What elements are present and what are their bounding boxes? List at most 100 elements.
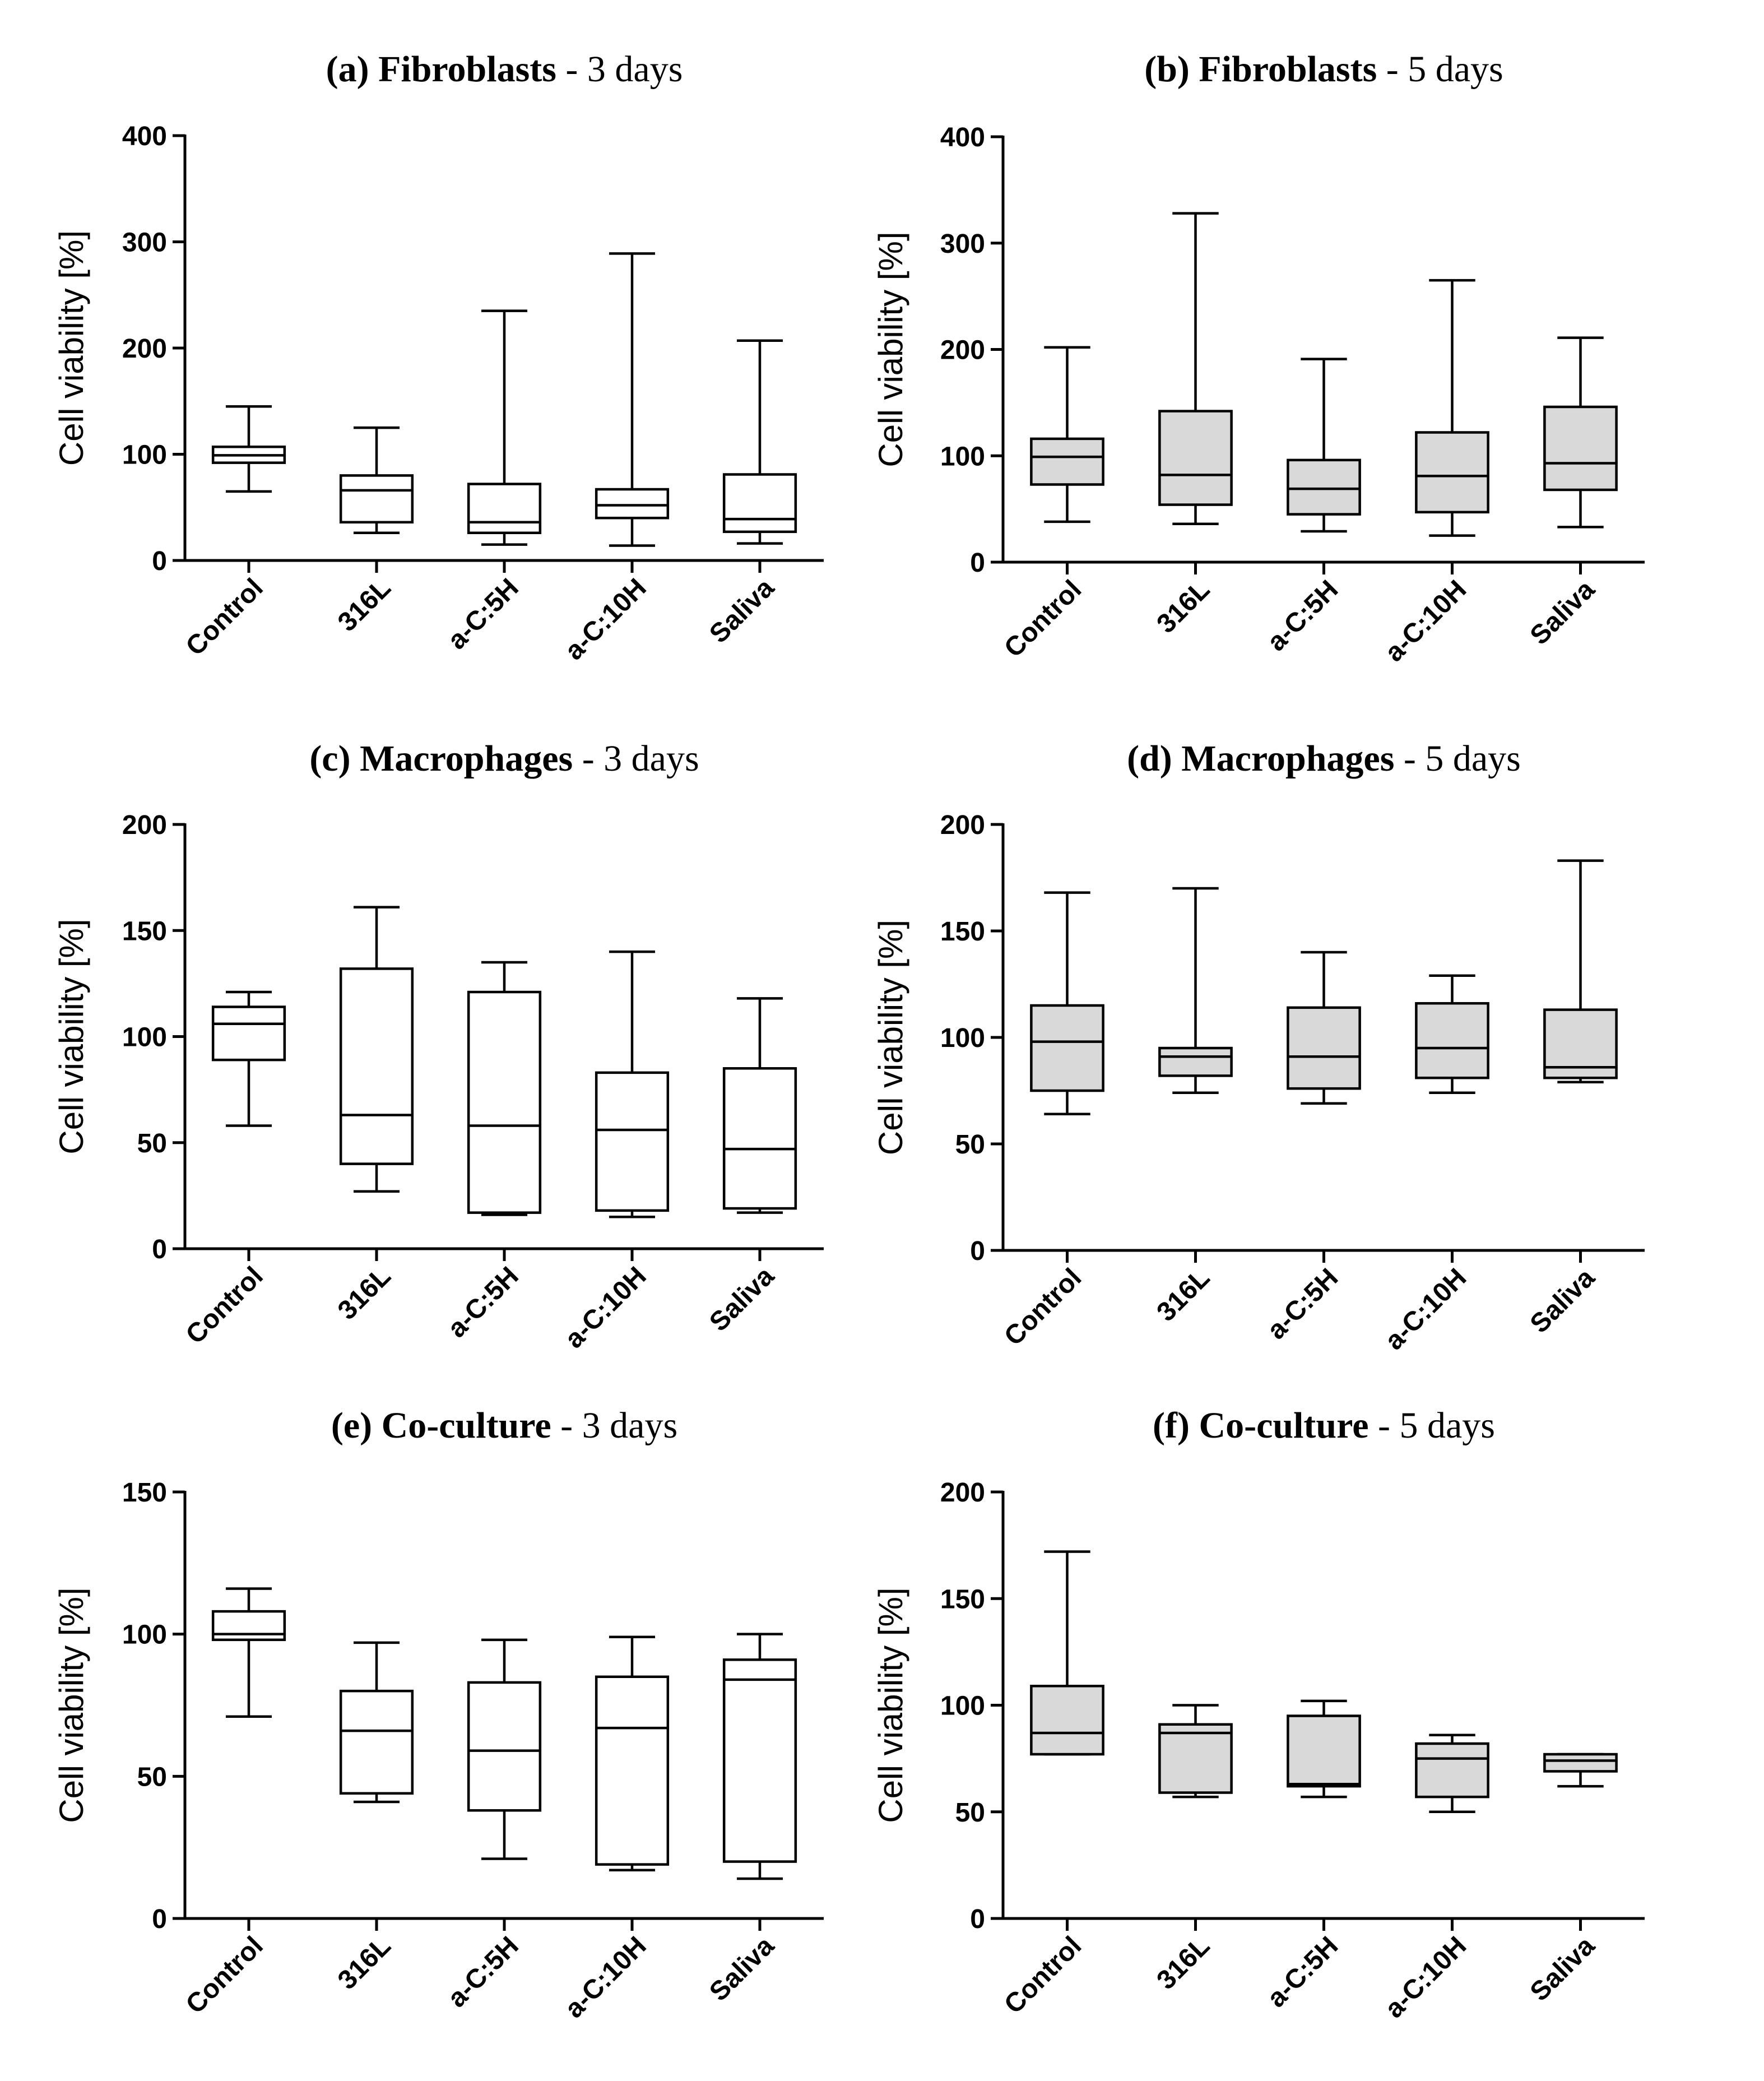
- x-category-label: Control: [999, 574, 1087, 663]
- box-iqr: [1287, 458, 1361, 516]
- box-iqr: [1543, 405, 1618, 492]
- y-axis-title: Cell viability [%]: [872, 231, 909, 467]
- title-suffix: - 5 days: [1377, 49, 1503, 90]
- title-bold: Fibroblasts: [1199, 49, 1377, 90]
- x-category-label: a-C:5H: [442, 1261, 524, 1343]
- box-iqr: [722, 1658, 797, 1863]
- x-category-label: Saliva: [704, 1261, 780, 1337]
- title-bold: Co-culture: [1199, 1405, 1368, 1446]
- x-category-label: a-C:5H: [1261, 1931, 1344, 2013]
- box-iqr: [467, 483, 542, 534]
- box-iqr: [1030, 437, 1104, 486]
- x-category-label: Control: [180, 1261, 269, 1350]
- title-bold: Fibroblasts: [378, 49, 556, 90]
- y-tick-label: 100: [940, 442, 985, 471]
- title-prefix: (b): [1144, 49, 1199, 90]
- chart-panel-4: (e) Co-culture - 3 days Cell viability [%…: [53, 1405, 824, 2024]
- y-tick-label: 200: [940, 1478, 985, 1508]
- x-category-label: Saliva: [704, 1931, 780, 2007]
- x-category-label: a-C:5H: [442, 573, 524, 655]
- panel-title: (f) Co-culture - 5 days: [1153, 1405, 1495, 1446]
- title-suffix: - 3 days: [573, 738, 699, 779]
- title-bold: Macrophages: [1181, 738, 1394, 779]
- y-tick-label: 50: [137, 1762, 167, 1792]
- y-axis-title: Cell viability [%]: [872, 920, 909, 1155]
- x-category-label: a-C:10H: [559, 573, 652, 666]
- x-category-label: Saliva: [1525, 1931, 1601, 2007]
- chart-panel-0: (a) Fibroblasts - 3 days Cell viability […: [53, 49, 824, 666]
- box-iqr: [722, 1067, 797, 1210]
- box-iqr: [339, 967, 414, 1165]
- x-category-label: a-C:5H: [442, 1931, 524, 2013]
- y-axis-title: Cell viability [%]: [872, 1587, 909, 1823]
- y-tick-label: 200: [940, 810, 985, 840]
- title-prefix: (e): [331, 1405, 382, 1446]
- y-tick-label: 0: [970, 1904, 985, 1934]
- box-iqr: [339, 1689, 414, 1795]
- x-category-label: 316L: [1151, 574, 1215, 639]
- x-category-label: a-C:10H: [1380, 574, 1473, 668]
- box-iqr: [211, 1005, 286, 1062]
- x-category-label: a-C:5H: [1261, 574, 1344, 657]
- title-suffix: - 3 days: [551, 1405, 677, 1446]
- y-tick-label: 0: [152, 1904, 167, 1934]
- y-tick-label: 150: [122, 1478, 167, 1508]
- title-bold: Co-culture: [382, 1405, 551, 1446]
- y-tick-label: 100: [940, 1023, 985, 1053]
- x-category-label: Saliva: [704, 573, 780, 649]
- title-suffix: - 5 days: [1394, 738, 1520, 779]
- y-axis-title: Cell viability [%]: [53, 919, 90, 1154]
- chart-panel-3: (d) Macrophages - 5 days Cell viability […: [872, 738, 1645, 1356]
- y-tick-label: 200: [940, 336, 985, 365]
- panel-title: (c) Macrophages - 3 days: [309, 738, 699, 779]
- box-iqr: [1287, 1006, 1361, 1090]
- chart-panel-5: (f) Co-culture - 5 days Cell viability [%…: [872, 1405, 1645, 2024]
- y-tick-label: 100: [122, 1023, 167, 1053]
- x-category-label: Control: [999, 1263, 1087, 1351]
- y-axis-title: Cell viability [%]: [53, 1587, 90, 1823]
- y-tick-label: 150: [940, 1584, 985, 1614]
- box-iqr: [595, 1675, 670, 1866]
- box-iqr: [1543, 1753, 1618, 1773]
- x-category-label: a-C:10H: [559, 1261, 652, 1354]
- box-iqr: [1030, 1685, 1104, 1756]
- x-category-label: 316L: [1151, 1931, 1215, 1995]
- x-category-label: Saliva: [1525, 1263, 1601, 1339]
- box-iqr: [1415, 431, 1489, 514]
- box-iqr: [339, 474, 414, 524]
- x-category-label: a-C:10H: [1380, 1263, 1473, 1356]
- y-tick-label: 0: [970, 548, 985, 578]
- x-category-label: 316L: [1151, 1263, 1215, 1327]
- title-suffix: - 5 days: [1369, 1405, 1495, 1446]
- box-iqr: [1158, 1723, 1233, 1794]
- chart-panel-1: (b) Fibroblasts - 5 days Cell viability […: [872, 49, 1645, 668]
- panel-title: (b) Fibroblasts - 5 days: [1144, 49, 1503, 90]
- box-iqr: [1287, 1714, 1361, 1788]
- title-suffix: - 3 days: [556, 49, 683, 90]
- x-category-label: Control: [999, 1931, 1087, 2019]
- y-tick-label: 150: [940, 917, 985, 947]
- x-category-label: 316L: [332, 1261, 397, 1325]
- x-category-label: 316L: [332, 573, 397, 637]
- y-tick-label: 200: [122, 810, 167, 840]
- y-tick-label: 0: [152, 1235, 167, 1264]
- title-bold: Macrophages: [360, 738, 573, 779]
- box-iqr: [467, 1681, 542, 1812]
- y-tick-label: 50: [955, 1798, 985, 1828]
- y-tick-label: 100: [940, 1691, 985, 1721]
- box-iqr: [1158, 410, 1233, 506]
- box-iqr: [1158, 1046, 1233, 1077]
- x-category-label: Saliva: [1525, 574, 1601, 651]
- box-iqr: [1415, 1742, 1489, 1799]
- y-tick-label: 50: [137, 1129, 167, 1158]
- y-tick-label: 400: [940, 123, 985, 152]
- y-tick-label: 300: [940, 229, 985, 259]
- box-iqr: [595, 1071, 670, 1212]
- panel-title: (d) Macrophages - 5 days: [1127, 738, 1521, 779]
- y-tick-label: 300: [122, 228, 167, 258]
- y-axis-title: Cell viability [%]: [53, 230, 90, 466]
- y-tick-label: 100: [122, 1620, 167, 1650]
- box-iqr: [1415, 1002, 1489, 1079]
- x-category-label: 316L: [332, 1931, 397, 1995]
